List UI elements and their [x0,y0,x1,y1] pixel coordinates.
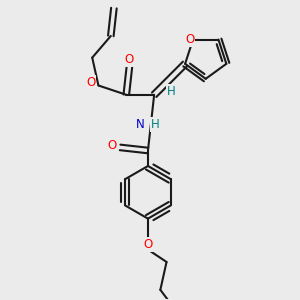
Text: O: O [86,76,95,89]
Text: O: O [143,238,153,251]
Text: O: O [185,33,194,46]
Text: H: H [167,85,176,98]
Text: O: O [108,140,117,152]
Text: N: N [136,118,145,131]
Text: H: H [151,118,160,131]
Text: O: O [125,53,134,66]
